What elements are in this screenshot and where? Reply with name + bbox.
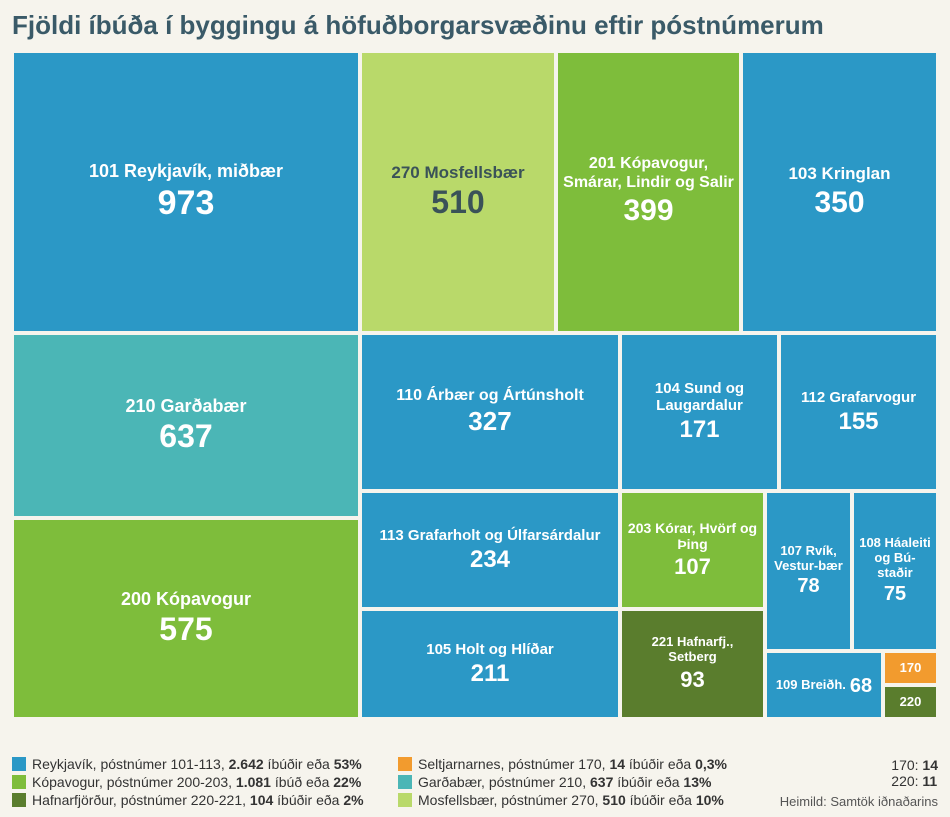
treemap: 101 Reykjavík, miðbær973270 Mosfellsbær5… [12,51,938,719]
treemap-cell-c203: 203 Kórar, Hvörf og Þing107 [620,491,765,609]
cell-label: 201 Kópavogur, Smárar, Lindir og Salir [562,155,735,192]
cell-value: 155 [838,408,878,436]
cell-value: 93 [680,667,704,692]
treemap-cell-c170: 170 [883,651,938,685]
legend-text: Seltjarnarnes, póstnúmer 170, 14 íbúðir … [418,756,727,772]
cell-value: 973 [158,184,215,223]
cell-label: 109 Breiðh. [776,678,846,693]
cell-label: 108 Háaleiti og Bú-staðir [858,536,932,581]
legend-item: Kópavogur, póstnúmer 200-203, 1.081 íbúð… [12,774,392,790]
treemap-cell-c109: 109 Breiðh. 68 [765,651,883,719]
legend-text: Hafnarfjörður, póstnúmer 220-221, 104 íb… [32,792,364,808]
treemap-cell-c113: 113 Grafarholt og Úlfarsárdalur 234 [360,491,620,609]
legend-text: Garðabær, póstnúmer 210, 637 íbúðir eða … [418,774,711,790]
cell-value: 107 [674,554,711,579]
cell-value: 171 [679,416,719,444]
cell-label: 110 Árbær og Ártúnsholt [396,387,584,405]
legend-swatch [12,775,26,789]
treemap-cell-c112: 112 Grafarvogur 155 [779,333,938,491]
cell-value: 234 [470,546,510,574]
chart-page: Fjöldi íbúða í byggingu á höfuðborgarsvæ… [0,0,950,817]
cell-value: 211 [471,660,510,688]
legend-text: Kópavogur, póstnúmer 200-203, 1.081 íbúð… [32,774,361,790]
treemap-cell-c103: 103 Kringlan350 [741,51,938,333]
cell-value: 327 [468,407,511,437]
cell-value: 75 [884,583,906,606]
cell-label: 221 Hafnarfj., Setberg [626,635,759,665]
cell-value: 575 [159,611,212,648]
treemap-cell-c270: 270 Mosfellsbær510 [360,51,556,333]
cell-value: 637 [159,418,212,455]
treemap-cell-c221: 221 Hafnarfj., Setberg93 [620,609,765,719]
cell-value: 399 [623,194,673,229]
cell-label: 200 Kópavogur [121,589,251,610]
legend-item: Garðabær, póstnúmer 210, 637 íbúðir eða … [398,774,748,790]
treemap-cell-c200: 200 Kópavogur575 [12,518,360,719]
treemap-cell-c107: 107 Rvík, Vestur-bær78 [765,491,852,651]
treemap-cell-c220: 220 [883,685,938,719]
legend-swatch [12,793,26,807]
cell-label: 210 Garðabær [125,396,246,417]
treemap-cell-c201: 201 Kópavogur, Smárar, Lindir og Salir39… [556,51,741,333]
cell-label: 105 Holt og Hlíðar [426,641,554,658]
legend-item: Mosfellsbær, póstnúmer 270, 510 íbúðir e… [398,792,748,808]
cell-label: 220 [900,695,922,710]
cell-value: 68 [850,675,872,698]
cell-label: 103 Kringlan [788,164,890,184]
legend-text: Mosfellsbær, póstnúmer 270, 510 íbúðir e… [418,792,724,808]
legend-item: Seltjarnarnes, póstnúmer 170, 14 íbúðir … [398,756,748,772]
legend-swatch [12,757,26,771]
treemap-cell-c104: 104 Sund og Laugardalur171 [620,333,779,491]
treemap-cell-c210: 210 Garðabær637 [12,333,360,518]
cell-value: 510 [431,184,484,221]
cell-value: 78 [797,575,819,598]
legend-item: Reykjavík, póstnúmer 101-113, 2.642 íbúð… [12,756,392,772]
legend-swatch [398,775,412,789]
legend-swatch [398,793,412,807]
cell-label: 101 Reykjavík, miðbær [89,161,283,182]
chart-title: Fjöldi íbúða í byggingu á höfuðborgarsvæ… [12,10,938,41]
cell-label: 270 Mosfellsbær [391,163,524,183]
legend-item: Hafnarfjörður, póstnúmer 220-221, 104 íb… [12,792,392,808]
source-text: Heimild: Samtök iðnaðarins [780,794,938,809]
treemap-cell-c105: 105 Holt og Hlíðar 211 [360,609,620,719]
cell-value: 350 [814,186,864,221]
cell-label: 107 Rvík, Vestur-bær [771,544,846,574]
legend-swatch [398,757,412,771]
treemap-cell-c108: 108 Háaleiti og Bú-staðir75 [852,491,938,651]
cell-label: 170 [900,661,922,676]
cell-label: 104 Sund og Laugardalur [626,380,773,415]
cell-label: 113 Grafarholt og Úlfarsárdalur [380,527,601,544]
treemap-cell-c101: 101 Reykjavík, miðbær973 [12,51,360,333]
cell-label: 112 Grafarvogur [801,389,916,406]
legend-text: Reykjavík, póstnúmer 101-113, 2.642 íbúð… [32,756,362,772]
cell-label: 203 Kórar, Hvörf og Þing [626,520,759,552]
treemap-cell-c110: 110 Árbær og Ártúnsholt 327 [360,333,620,491]
